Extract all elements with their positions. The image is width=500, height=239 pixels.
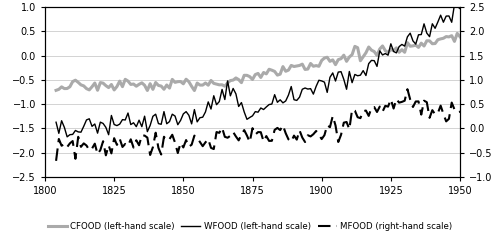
MFOOD (right-hand scale) (53, 159, 59, 162)
WFOOD (left-hand scale) (374, 65, 380, 68)
CFOOD (left-hand scale) (454, 32, 460, 35)
Legend: CFOOD (left-hand scale), WFOOD (left-hand scale), MFOOD (right-hand scale): CFOOD (left-hand scale), WFOOD (left-han… (44, 219, 456, 235)
WFOOD (left-hand scale) (64, 136, 70, 138)
CFOOD (left-hand scale) (374, 54, 380, 57)
CFOOD (left-hand scale) (183, 78, 189, 81)
WFOOD (left-hand scale) (164, 122, 170, 125)
MFOOD (right-hand scale) (274, 126, 280, 129)
WFOOD (left-hand scale) (336, 71, 342, 74)
MFOOD (right-hand scale) (183, 139, 189, 141)
MFOOD (right-hand scale) (366, 114, 372, 117)
Line: MFOOD (right-hand scale): MFOOD (right-hand scale) (56, 89, 460, 161)
WFOOD (left-hand scale) (277, 98, 283, 101)
WFOOD (left-hand scale) (53, 121, 59, 124)
Line: WFOOD (left-hand scale): WFOOD (left-hand scale) (56, 5, 460, 137)
MFOOD (right-hand scale) (404, 88, 410, 91)
CFOOD (left-hand scale) (457, 35, 463, 38)
WFOOD (left-hand scale) (452, 3, 458, 6)
WFOOD (left-hand scale) (368, 59, 374, 62)
CFOOD (left-hand scale) (161, 88, 167, 91)
WFOOD (left-hand scale) (457, 7, 463, 10)
MFOOD (right-hand scale) (332, 124, 338, 127)
MFOOD (right-hand scale) (161, 135, 167, 138)
CFOOD (left-hand scale) (53, 89, 59, 92)
CFOOD (left-hand scale) (277, 73, 283, 76)
Line: CFOOD (left-hand scale): CFOOD (left-hand scale) (56, 33, 460, 91)
CFOOD (left-hand scale) (336, 58, 342, 61)
MFOOD (right-hand scale) (457, 110, 463, 113)
CFOOD (left-hand scale) (368, 49, 374, 52)
WFOOD (left-hand scale) (186, 114, 192, 117)
CFOOD (left-hand scale) (192, 89, 198, 92)
MFOOD (right-hand scale) (371, 106, 377, 109)
